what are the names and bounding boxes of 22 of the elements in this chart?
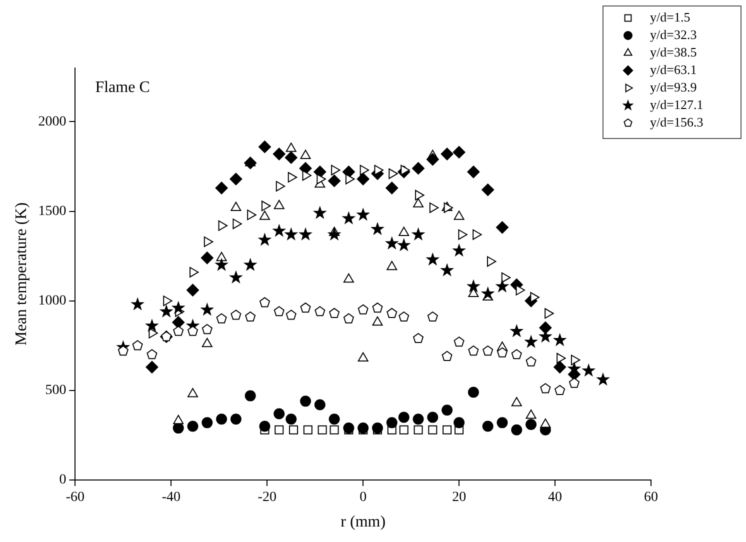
x-tick-label: 40 [548,490,562,506]
x-tick-label: 0 [360,490,367,506]
legend-label: y/d=156.3 [650,114,704,130]
y-tick-label: 1500 [38,204,66,219]
x-tick-label: -60 [66,490,85,506]
legend-label: y/d=32.3 [650,26,697,42]
legend-label: y/d=1.5 [650,9,690,24]
y-tick-label: 2000 [38,114,66,130]
y-tick-label: 1000 [38,294,66,309]
legend-label: y/d=63.1 [650,62,697,77]
y-tick-label: 0 [59,472,66,488]
y-tick-label: 500 [45,383,66,398]
y-axis-title: Mean temperature (K) [12,202,30,346]
x-tick-label: 60 [644,490,658,506]
x-tick-label: 20 [452,490,466,506]
x-tick-label: -20 [258,490,276,506]
annotation: Flame C [95,79,150,96]
legend-label: y/d=127.1 [650,96,704,112]
legend-label: y/d=38.5 [650,44,697,60]
x-tick-label: -40 [162,490,181,506]
x-axis-title: r (mm) [340,514,386,531]
legend-label: y/d=93.9 [650,79,697,94]
